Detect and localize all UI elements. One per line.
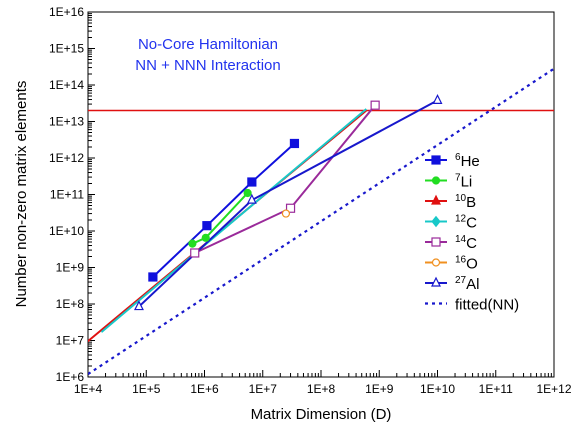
x-tick-label: 1E+4	[74, 382, 103, 396]
x-tick-label: 1E+7	[249, 382, 278, 396]
y-tick-label: 1E+6	[56, 370, 85, 384]
y-tick-label: 1E+12	[49, 151, 84, 165]
y-tick-label: 1E+14	[49, 78, 84, 92]
point-7li	[189, 240, 196, 247]
y-tick-label: 1E+9	[56, 261, 85, 275]
x-tick-label: 1E+6	[190, 382, 219, 396]
point-6he	[290, 139, 298, 147]
legend-name: He	[461, 153, 480, 170]
x-tick-label: 1E+8	[307, 382, 336, 396]
legend-marker-7li	[433, 177, 440, 184]
y-tick-label: 1E+10	[49, 224, 84, 238]
annotation-line-2: NN + NNN Interaction	[135, 57, 280, 74]
x-tick-label: 1E+12	[536, 382, 571, 396]
y-tick-label: 1E+15	[49, 42, 84, 56]
legend-marker-14c	[432, 238, 440, 246]
point-6he	[203, 222, 211, 230]
legend-superscript: 16	[455, 255, 467, 266]
x-tick-label: 1E+5	[132, 382, 161, 396]
point-14c	[371, 101, 379, 109]
annotation-line-1: No-Core Hamiltonian	[138, 36, 278, 53]
legend-name: Al	[466, 276, 479, 293]
point-14c	[191, 249, 199, 257]
legend-superscript: 12	[455, 214, 467, 225]
point-7li	[244, 189, 251, 196]
x-tick-label: 1E+9	[365, 382, 394, 396]
y-tick-label: 1E+8	[56, 297, 85, 311]
point-6he	[149, 273, 157, 281]
legend-label-fitted-nn-: fitted(NN)	[455, 297, 519, 314]
legend-name: O	[466, 256, 478, 273]
y-axis-title: Number non-zero matrix elements	[13, 81, 30, 308]
legend-name: Li	[461, 174, 473, 191]
y-tick-label: 1E+7	[56, 334, 85, 348]
point-16o	[282, 210, 289, 217]
point-7li	[202, 234, 209, 241]
legend-name: C	[466, 215, 477, 232]
x-tick-label: 1E+10	[420, 382, 455, 396]
x-tick-label: 1E+11	[479, 382, 513, 396]
legend-marker-16o	[433, 259, 440, 266]
legend-superscript: 10	[455, 193, 467, 204]
legend-superscript: 27	[455, 275, 467, 286]
point-6he	[248, 178, 256, 186]
y-tick-label: 1E+11	[50, 188, 84, 202]
legend-superscript: 14	[455, 234, 467, 245]
legend-marker-6he	[432, 156, 440, 164]
y-tick-label: 1E+16	[49, 5, 84, 19]
legend-name: B	[466, 194, 476, 211]
y-tick-label: 1E+13	[49, 115, 84, 129]
legend-name: C	[466, 235, 477, 252]
x-axis-title: Matrix Dimension (D)	[251, 406, 392, 423]
